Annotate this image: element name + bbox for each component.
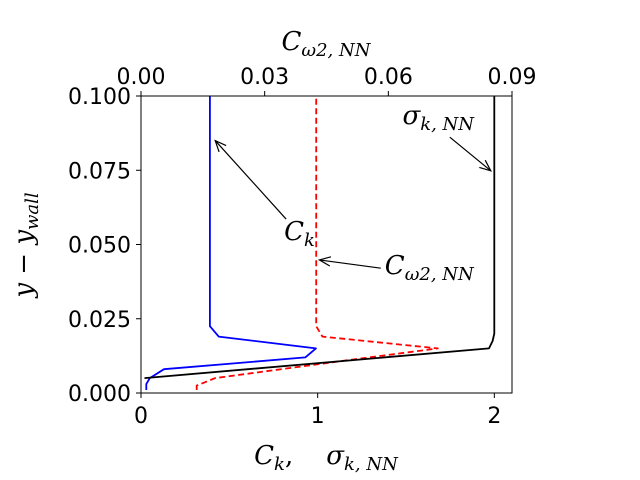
x-top-tick-label-1: 0.03: [240, 65, 289, 90]
ticks-layer: 0 1 2 0.00 0.03 0.06 0.09 0.000 0.025 0.050 0.075 0…: [68, 65, 536, 429]
series-line-sk: [144, 96, 496, 379]
x-bottom-tick-label-1: 1: [311, 404, 325, 429]
x-axis-label-bottom-sk-base: σ: [326, 441, 345, 471]
x-top-tick-label-0: 0.00: [117, 65, 166, 90]
annotation-base-ck: C: [284, 217, 304, 247]
x-axis-label-bottom-sep: ,: [285, 441, 326, 471]
y-axis-label-base: y − y: [9, 230, 39, 299]
x-axis-label-top: Cω2, NN: [282, 27, 372, 61]
y-axis-label-sub: wall: [22, 192, 43, 230]
plot-frame: [140, 95, 513, 394]
annotation-arrowhead-sk: [479, 159, 492, 172]
x-axis-label-top-base: C: [282, 27, 302, 57]
annotation-label-cw2: Cω2, NN: [385, 251, 475, 285]
x-top-tick-label-2: 0.06: [364, 65, 413, 90]
series-layer: [144, 96, 496, 390]
y-tick-label-0: 0.000: [68, 382, 131, 407]
x-axis-label-top-sub: ω2, NN: [301, 40, 371, 61]
series-line-ck: [145, 96, 317, 390]
annotation-arrowhead-ck: [214, 139, 227, 153]
annotation-sub-sk: k, NN: [420, 114, 475, 135]
y-axis-label: y − ywall: [9, 192, 43, 299]
y-tick-label-1: 0.025: [68, 308, 131, 333]
y-tick-label-2: 0.050: [68, 234, 131, 259]
x-axis-label-bottom: Ck, σk, NN: [254, 441, 399, 475]
annotation-arrow-ck: [214, 140, 287, 220]
annotation-sub-cw2: ω2, NN: [405, 264, 475, 285]
annotation-base-sk: σ: [402, 101, 421, 131]
series-line-cw2: [195, 96, 439, 390]
annotation-sub-ck: k: [304, 230, 315, 251]
annotation-label-sk: σk, NN: [402, 101, 475, 135]
x-axis-label-bottom-ck-sub: k: [274, 454, 285, 475]
x-axis-label-bottom-sk-sub: k, NN: [344, 454, 399, 475]
y-tick-label-4: 0.100: [68, 85, 131, 110]
x-bottom-tick-label-0: 0: [134, 404, 148, 429]
x-bottom-tick-label-2: 2: [487, 404, 501, 429]
annotation-arrow-cw2: [319, 259, 381, 269]
annotation-label-ck: Ck: [284, 217, 315, 251]
x-axis-label-bottom-ck-base: C: [254, 441, 274, 471]
annotation-base-cw2: C: [385, 251, 405, 281]
x-top-tick-label-3: 0.09: [488, 65, 537, 90]
y-tick-label-3: 0.075: [68, 159, 131, 184]
annotation-arrow-sk: [449, 136, 492, 172]
annotation-arrowhead-cw2: [317, 256, 332, 267]
